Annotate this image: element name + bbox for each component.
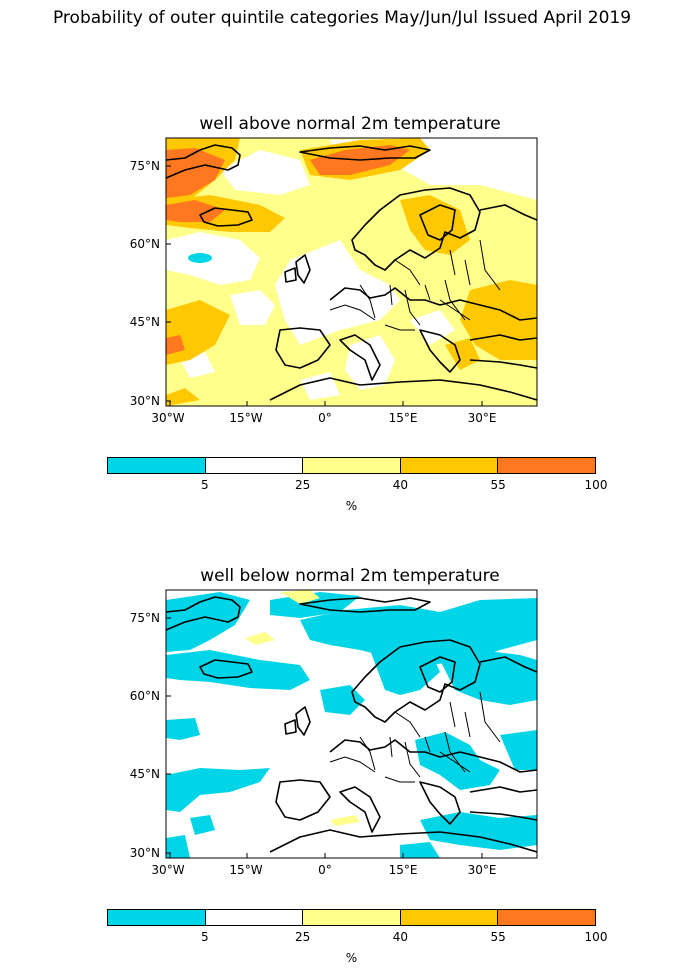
colorbar-segment-5-25 [205, 458, 304, 473]
lat-label-60: 60°N [130, 237, 160, 251]
lat-label-45: 45°N [130, 315, 160, 329]
field-0-5 [188, 253, 212, 263]
colorbar-segment-40-55 [400, 458, 499, 473]
panel-title-below: well below normal 2m temperature [200, 566, 500, 586]
colorbar-segment-55-100 [498, 910, 595, 925]
colorbar-unit-below: % [345, 951, 358, 965]
field-0-5 [166, 592, 537, 858]
colorbar-segment-0-5 [108, 458, 206, 473]
lon-label-30e: 30°E [468, 863, 497, 877]
colorbar-above [107, 457, 596, 474]
colorbar-unit-above: % [345, 499, 358, 513]
colorbar-segment-40-55 [400, 910, 499, 925]
lat-label-75: 75°N [130, 611, 160, 625]
colorbar-segment-55-100 [498, 458, 595, 473]
lon-label-0: 0° [318, 411, 332, 425]
lon-label-15e: 15°E [389, 411, 418, 425]
colorbar-segment-25-40 [303, 910, 401, 925]
lat-label-60: 60°N [130, 689, 160, 703]
colorbar-tick-55: 55 [490, 930, 506, 944]
map-frame [165, 137, 538, 407]
lat-label-30: 30°N [130, 394, 160, 408]
coastlines [166, 596, 537, 853]
lon-label-30w: 30°W [151, 863, 184, 877]
lon-label-30e: 30°E [468, 411, 497, 425]
colorbar-tick-25: 25 [294, 930, 311, 944]
colorbar-ticks-above: 5 25 40 55 100 [107, 478, 607, 494]
axis-ticks [166, 617, 483, 858]
colorbar-tick-5: 5 [200, 478, 209, 492]
coastlines [166, 144, 537, 401]
country-borders [329, 239, 501, 331]
colorbar-tick-5: 5 [200, 930, 209, 944]
figure-title: Probability of outer quintile categories… [52, 8, 632, 28]
lon-label-15w: 15°W [229, 411, 262, 425]
colorbar-ticks-below: 5 25 40 55 100 [107, 930, 607, 946]
lat-label-75: 75°N [130, 159, 160, 173]
colorbar-tick-40: 40 [392, 478, 409, 492]
lat-label-45: 45°N [130, 767, 160, 781]
field-25-40 [245, 590, 360, 826]
colorbar-tick-100: 100 [584, 930, 608, 944]
lon-label-15w: 15°W [229, 863, 262, 877]
map-frame [165, 589, 538, 859]
map-above-normal: 75°N 60°N 45°N 30°N 30°W 15°W 0° 15°E 30… [130, 137, 538, 425]
colorbar-segment-5-25 [205, 910, 304, 925]
lon-label-15e: 15°E [389, 863, 418, 877]
colorbar-tick-25: 25 [294, 478, 311, 492]
map-below-normal: 75°N 60°N 45°N 30°N 30°W 15°W 0° 15°E 30… [130, 589, 538, 877]
colorbar-segment-0-5 [108, 910, 206, 925]
lat-label-30: 30°N [130, 846, 160, 860]
colorbar-tick-100: 100 [584, 478, 608, 492]
lon-label-0: 0° [318, 863, 332, 877]
lon-label-30w: 30°W [151, 411, 184, 425]
colorbar-tick-40: 40 [392, 930, 409, 944]
colorbar-tick-55: 55 [490, 478, 506, 492]
panel-title-above: well above normal 2m temperature [199, 114, 501, 134]
axis-ticks [166, 165, 483, 406]
colorbar-below [107, 909, 596, 926]
country-borders [329, 691, 501, 783]
colorbar-segment-25-40 [303, 458, 401, 473]
